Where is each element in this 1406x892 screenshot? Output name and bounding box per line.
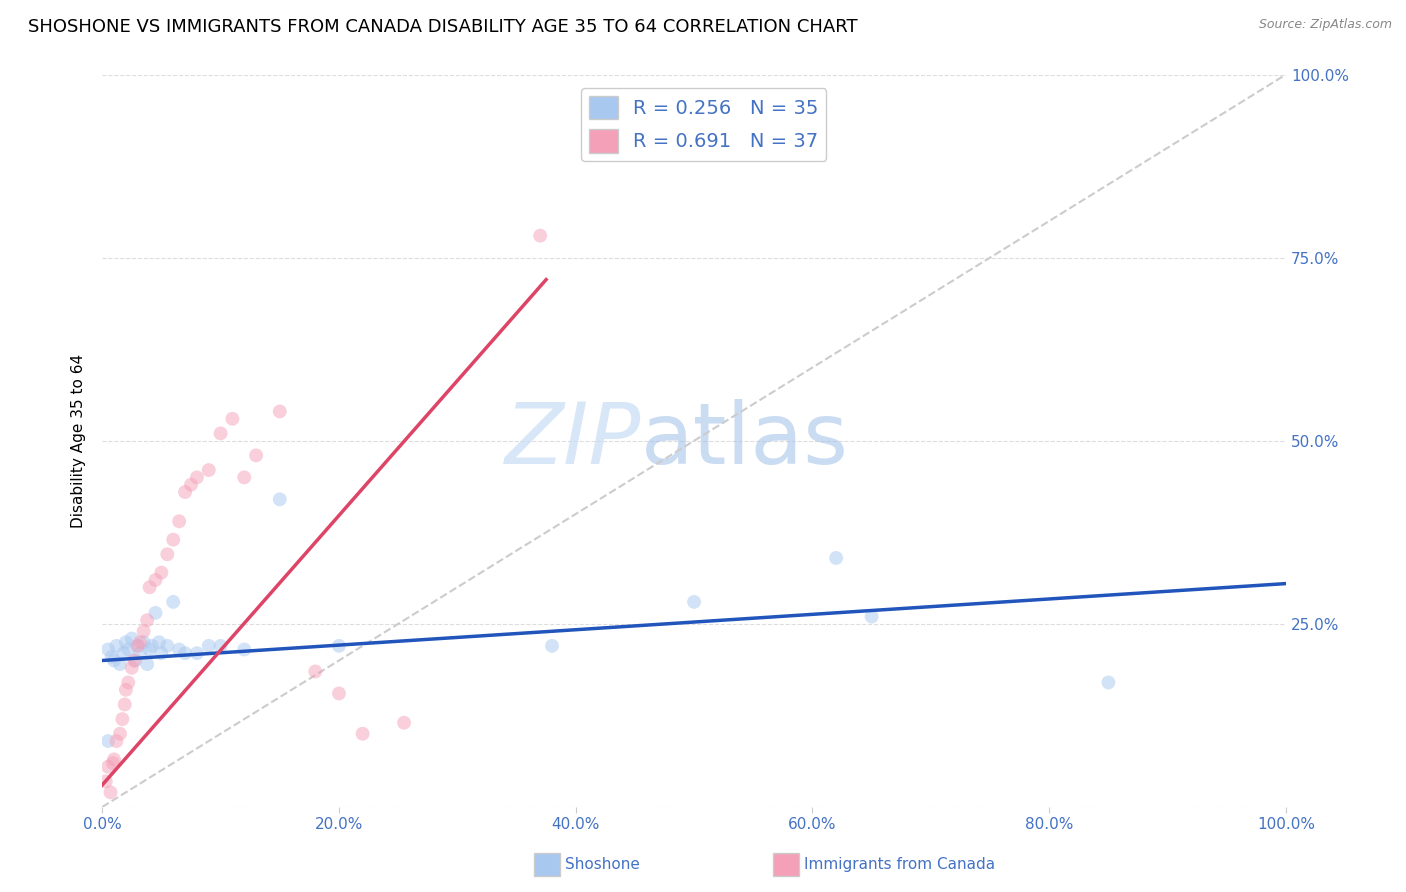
Point xyxy=(1097,675,1119,690)
Point xyxy=(352,727,374,741)
Text: ZIP: ZIP xyxy=(505,400,641,483)
Point xyxy=(174,646,197,660)
Point xyxy=(132,624,155,639)
Point xyxy=(156,639,179,653)
Point xyxy=(328,639,350,653)
Point xyxy=(121,632,143,646)
Point xyxy=(132,635,155,649)
Text: SHOSHONE VS IMMIGRANTS FROM CANADA DISABILITY AGE 35 TO 64 CORRELATION CHART: SHOSHONE VS IMMIGRANTS FROM CANADA DISAB… xyxy=(28,18,858,36)
Point xyxy=(197,463,219,477)
Point xyxy=(105,734,128,748)
Point xyxy=(121,661,143,675)
Point xyxy=(115,682,138,697)
Point xyxy=(825,550,848,565)
Point xyxy=(197,639,219,653)
Point xyxy=(138,580,160,594)
Point xyxy=(186,470,208,484)
Point xyxy=(167,514,190,528)
Point xyxy=(127,639,149,653)
Point xyxy=(94,774,117,789)
Point xyxy=(145,606,167,620)
Point xyxy=(392,715,415,730)
Point xyxy=(97,642,120,657)
Point xyxy=(328,686,350,700)
Point xyxy=(115,635,138,649)
Point xyxy=(124,653,146,667)
Point xyxy=(186,646,208,660)
Text: Immigrants from Canada: Immigrants from Canada xyxy=(804,857,995,871)
Point xyxy=(129,646,152,660)
Point xyxy=(111,712,134,726)
Point xyxy=(209,426,232,441)
Point xyxy=(269,492,291,507)
Text: Shoshone: Shoshone xyxy=(565,857,640,871)
Point xyxy=(108,727,131,741)
Point xyxy=(103,653,125,667)
Point xyxy=(112,646,135,660)
Point xyxy=(114,698,136,712)
Point xyxy=(138,642,160,657)
Point xyxy=(103,752,125,766)
Point xyxy=(117,642,139,657)
Point xyxy=(245,449,267,463)
Point xyxy=(127,639,149,653)
Point xyxy=(117,675,139,690)
Point xyxy=(150,646,173,660)
Y-axis label: Disability Age 35 to 64: Disability Age 35 to 64 xyxy=(72,354,86,528)
Point xyxy=(105,639,128,653)
Point xyxy=(683,595,706,609)
Point xyxy=(174,485,197,500)
Point xyxy=(209,639,232,653)
Legend: R = 0.256   N = 35, R = 0.691   N = 37: R = 0.256 N = 35, R = 0.691 N = 37 xyxy=(581,88,827,161)
Point xyxy=(101,756,124,770)
Point xyxy=(97,734,120,748)
Point xyxy=(141,639,163,653)
Point xyxy=(136,613,159,627)
Point xyxy=(167,642,190,657)
Point xyxy=(108,657,131,672)
Point xyxy=(100,649,122,664)
Point xyxy=(136,657,159,672)
Point xyxy=(129,635,152,649)
Point xyxy=(269,404,291,418)
Point xyxy=(529,228,551,243)
Point xyxy=(233,642,256,657)
Point xyxy=(156,547,179,561)
Point xyxy=(860,609,883,624)
Text: atlas: atlas xyxy=(641,400,849,483)
Point xyxy=(145,573,167,587)
Point xyxy=(97,760,120,774)
Point xyxy=(304,665,326,679)
Point xyxy=(180,477,202,491)
Point xyxy=(150,566,173,580)
Point xyxy=(233,470,256,484)
Point xyxy=(122,653,145,667)
Point xyxy=(100,785,122,799)
Point xyxy=(221,411,243,425)
Point xyxy=(162,595,184,609)
Point xyxy=(148,635,170,649)
Text: Source: ZipAtlas.com: Source: ZipAtlas.com xyxy=(1258,18,1392,31)
Point xyxy=(541,639,564,653)
Point xyxy=(162,533,184,547)
